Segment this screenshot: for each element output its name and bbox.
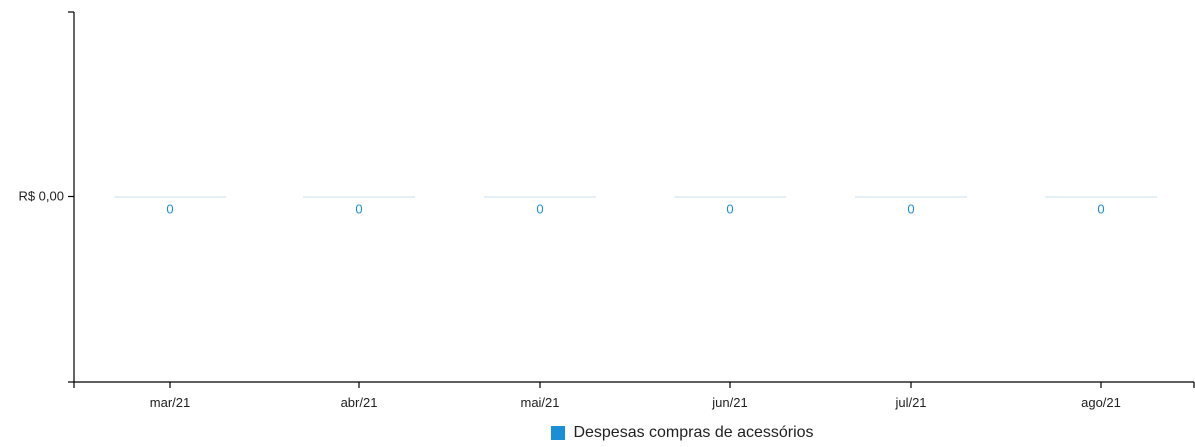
- x-tick-label: jul/21: [894, 395, 926, 410]
- bar[interactable]: [114, 196, 226, 198]
- legend-swatch-icon: [551, 426, 566, 440]
- bars: [114, 196, 1157, 198]
- x-tick-label: jun/21: [711, 395, 747, 410]
- axes: R$ 0,00 mar/21 abr/21 mai/21 jun/21 jul/21 ago…: [18, 11, 1195, 410]
- x-tick-label: mai/21: [520, 395, 559, 410]
- data-label: 0: [907, 202, 914, 217]
- x-tick-label: abr/21: [341, 395, 378, 410]
- legend-label: Despesas compras de acessórios: [573, 424, 814, 441]
- data-labels: 0 0 0 0 0 0: [166, 202, 1104, 217]
- data-label: 0: [726, 202, 733, 217]
- bar[interactable]: [674, 196, 786, 198]
- legend: Despesas compras de acessórios: [0, 424, 1195, 445]
- y-tick-label: R$ 0,00: [18, 189, 64, 204]
- data-label: 0: [1097, 202, 1104, 217]
- data-label: 0: [166, 202, 173, 217]
- data-label: 0: [355, 202, 362, 217]
- legend-item[interactable]: Despesas compras de acessórios: [551, 424, 814, 442]
- bar[interactable]: [1045, 196, 1157, 198]
- x-tick-label: ago/21: [1081, 395, 1121, 410]
- x-tick-label: mar/21: [150, 395, 190, 410]
- data-label: 0: [536, 202, 543, 217]
- bar[interactable]: [303, 196, 415, 198]
- bar-chart: R$ 0,00 mar/21 abr/21 mai/21 jun/21 jul/21 ago…: [18, 11, 1195, 410]
- bar[interactable]: [484, 196, 596, 198]
- bar[interactable]: [855, 196, 967, 198]
